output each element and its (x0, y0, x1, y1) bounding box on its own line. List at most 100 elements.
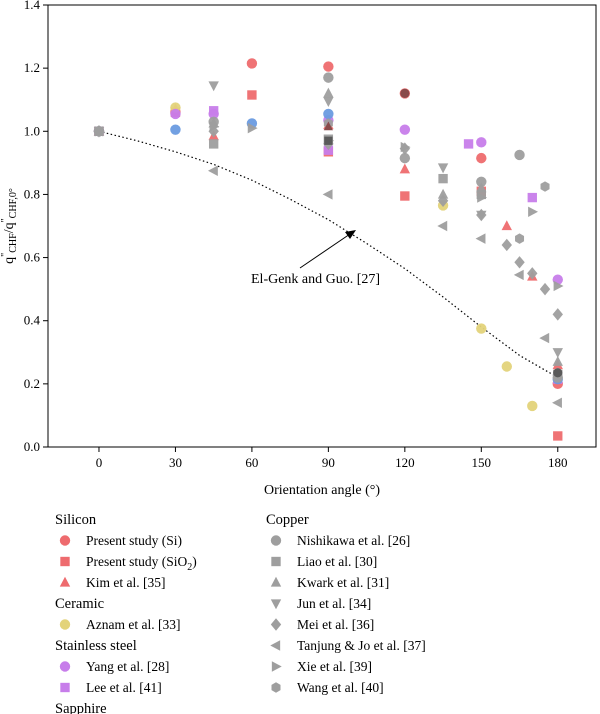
x-tick-label: 180 (548, 455, 568, 470)
x-tick-label: 30 (169, 455, 182, 470)
x-tick-label: 0 (96, 455, 103, 470)
legend-group-silicon: Silicon (55, 512, 97, 528)
y-tick-label: 0.2 (24, 376, 40, 391)
legend-label-xie-et-al-39: Xie et al. [39] (297, 659, 372, 674)
data-point-present-study-si (246, 58, 258, 69)
data-point-yang-et-al-28 (170, 108, 181, 120)
legend-label-present-study-si: Present study (Si) (86, 533, 182, 548)
legend-marker-liao-et-al-30 (271, 556, 281, 567)
legend-label-nishikawa-et-al-26: Nishikawa et al. [26] (297, 533, 410, 548)
legend-marker-wang-et-al-40 (271, 682, 281, 693)
data-point-jung-and-kim-et-al-32 (170, 124, 181, 135)
data-point-nishikawa-et-al-26 (514, 149, 525, 161)
data-point-tanjung-jo-et-al-37 (475, 233, 486, 244)
data-point-lee-et-al-41 (208, 106, 219, 116)
legend-label-present-study-sio2: Present study (SiO2) (86, 554, 197, 573)
legend-marker-mei-et-al-36 (270, 618, 282, 631)
legend-label-yang-et-al-28: Yang et al. [28] (86, 659, 169, 674)
data-point-present-study-si (476, 152, 487, 164)
legend-marker-aznam-et-al-33 (59, 619, 71, 630)
data-point-tanjung-jo-et-al-37 (539, 332, 550, 344)
el-genk-guo-correlation-line (98, 130, 559, 379)
x-axis-title: Orientation angle (°) (264, 483, 380, 498)
legend-marker-jun-et-al-34 (270, 599, 282, 610)
legend-marker-present-study-si (59, 535, 71, 546)
annotation-arrow-line (299, 233, 351, 269)
data-point-mei-et-al-36 (437, 194, 449, 207)
y-axis-title: q"CHF/q"CHF,0° (0, 188, 19, 264)
legend-group-stainless-steel: Stainless steel (55, 638, 137, 654)
data-point-kwark-et-al-31 (437, 188, 449, 199)
data-point-nishikawa-et-al-26 (399, 152, 411, 164)
data-point-jun-et-al-34 (323, 97, 334, 108)
legend-label-aznam-et-al-33: Aznam et al. [33] (86, 617, 180, 632)
data-point-present-study-si (323, 61, 334, 72)
plot-frame (47, 4, 597, 448)
data-point-mei-et-al-36 (552, 308, 563, 321)
data-point-aznam-et-al-33 (527, 400, 538, 412)
y-tick-label: 1.4 (24, 0, 41, 12)
data-point-mei-et-al-36 (539, 282, 551, 296)
data-point-overlap (324, 136, 333, 145)
data-point-lee-et-al-41 (527, 192, 537, 203)
svg-text:q"CHF/q"CHF,0°: q"CHF/q"CHF,0° (0, 188, 19, 264)
data-point-yang-et-al-28 (399, 124, 411, 135)
data-point-mei-et-al-36 (514, 256, 525, 269)
legend-label-kwark-et-al-31: Kwark et al. [31] (297, 575, 389, 590)
annotation-label: El-Genk and Guo. [27] (251, 272, 380, 287)
legend: Silicon Present study (Si) Present study (… (55, 512, 426, 714)
data-point-jun-et-al-34 (552, 348, 563, 359)
data-point-kim-et-al-35 (501, 220, 512, 231)
legend-marker-xie-et-al-39 (271, 661, 282, 672)
x-tick-label: 150 (472, 455, 492, 470)
y-tick-label: 0.8 (24, 186, 40, 201)
x-tick-label: 90 (322, 455, 335, 470)
data-point-xie-et-al-39 (247, 122, 258, 134)
y-tick-label: 1.0 (24, 123, 40, 138)
data-point-mei-et-al-36 (476, 208, 487, 222)
data-point-aznam-et-al-33 (476, 323, 487, 334)
data-point-kwark-et-al-31 (552, 356, 563, 366)
data-point-present-study-sio2 (553, 431, 563, 441)
legend-label-kim-et-al-35: Kim et al. [35] (86, 575, 165, 590)
data-point-tanjung-jo-et-al-37 (207, 165, 218, 176)
data-point-mei-et-al-36 (527, 267, 538, 280)
data-point-xie-et-al-39 (553, 280, 564, 292)
data-point-xie-et-al-39 (477, 192, 488, 203)
data-point-liao-et-al-30 (438, 173, 448, 184)
legend-marker-present-study-sio2 (60, 556, 70, 567)
data-point-wang-et-al-40 (515, 233, 525, 244)
data-point-nishikawa-et-al-26 (476, 176, 487, 187)
data-point-lee-et-al-41 (323, 145, 334, 155)
data-point-yang-et-al-28 (476, 137, 487, 148)
y-tick-label: 0.6 (24, 250, 41, 265)
x-tick-label: 120 (395, 455, 415, 470)
data-point-jun-et-al-34 (208, 81, 219, 92)
data-point-wang-et-al-40 (94, 126, 104, 137)
legend-group-copper: Copper (266, 512, 309, 528)
data-point-tanjung-jo-et-al-37 (552, 397, 562, 408)
data-point-kim-et-al-35 (399, 163, 411, 174)
data-markers (93, 58, 564, 441)
legend-label-tanjung-jo-et-al-37: Tanjung & Jo et al. [37] (297, 638, 426, 653)
y-tick-label: 0.0 (24, 439, 40, 454)
data-point-overlap (323, 121, 333, 131)
data-point-nishikawa-et-al-26 (323, 72, 334, 83)
legend-group-ceramic: Ceramic (55, 596, 104, 612)
data-point-xie-et-al-39 (400, 141, 411, 153)
legend-marker-yang-et-al-28 (59, 661, 71, 672)
data-point-present-study-sio2 (247, 90, 257, 100)
data-point-tanjung-jo-et-al-37 (322, 189, 333, 200)
data-point-liao-et-al-30 (476, 189, 486, 200)
legend-marker-tanjung-jo-et-al-37 (270, 640, 281, 651)
legend-label-lee-et-al-41: Lee et al. [41] (86, 680, 162, 695)
data-point-aznam-et-al-33 (501, 361, 512, 372)
x-tick-label: 60 (245, 455, 258, 470)
y-tick-label: 0.4 (24, 313, 41, 328)
data-point-xie-et-al-39 (528, 206, 538, 217)
data-point-kwark-et-al-31 (476, 182, 487, 193)
y-tick-label: 1.2 (24, 60, 40, 75)
data-point-tanjung-jo-et-al-37 (437, 220, 448, 232)
legend-label-liao-et-al-30: Liao et al. [30] (297, 554, 377, 569)
